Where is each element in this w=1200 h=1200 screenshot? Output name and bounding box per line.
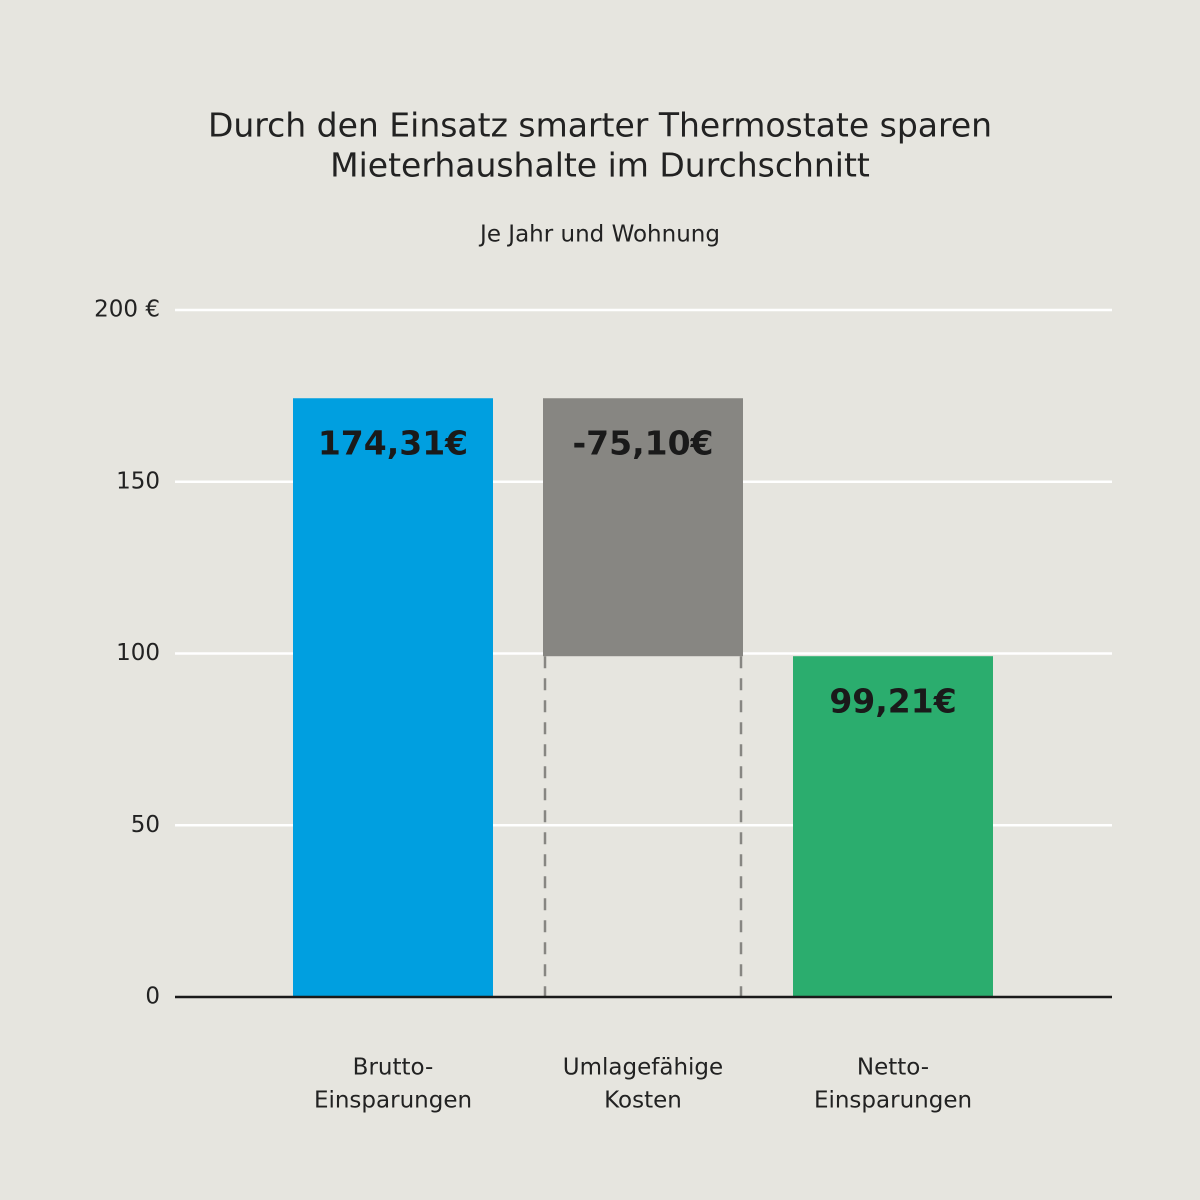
bar [793,656,993,997]
value-label: 99,21€ [829,682,956,721]
x-tick-label: Einsparungen [314,1088,472,1114]
chart-subtitle: Je Jahr und Wohnung [478,222,720,248]
bar [293,398,493,998]
x-tick-label: Umlagefähige [563,1055,723,1081]
chart-title: Durch den Einsatz smarter Thermostate sp… [208,106,992,145]
y-tick-label: 100 [116,640,160,666]
bar [543,398,743,657]
x-tick-label: Brutto- [353,1055,434,1081]
value-label: 174,31€ [318,424,468,463]
y-tick-label: 50 [131,812,160,838]
x-tick-label: Kosten [604,1088,682,1114]
x-tick-label: Netto- [857,1055,929,1081]
y-tick-label: 0 [145,984,160,1010]
value-label: -75,10€ [572,424,713,463]
x-tick-label: Einsparungen [814,1088,972,1114]
y-tick-label: 150 [116,468,160,494]
chart-title: Mieterhaushalte im Durchschnitt [330,146,870,185]
y-tick-label: 200 € [94,297,160,323]
